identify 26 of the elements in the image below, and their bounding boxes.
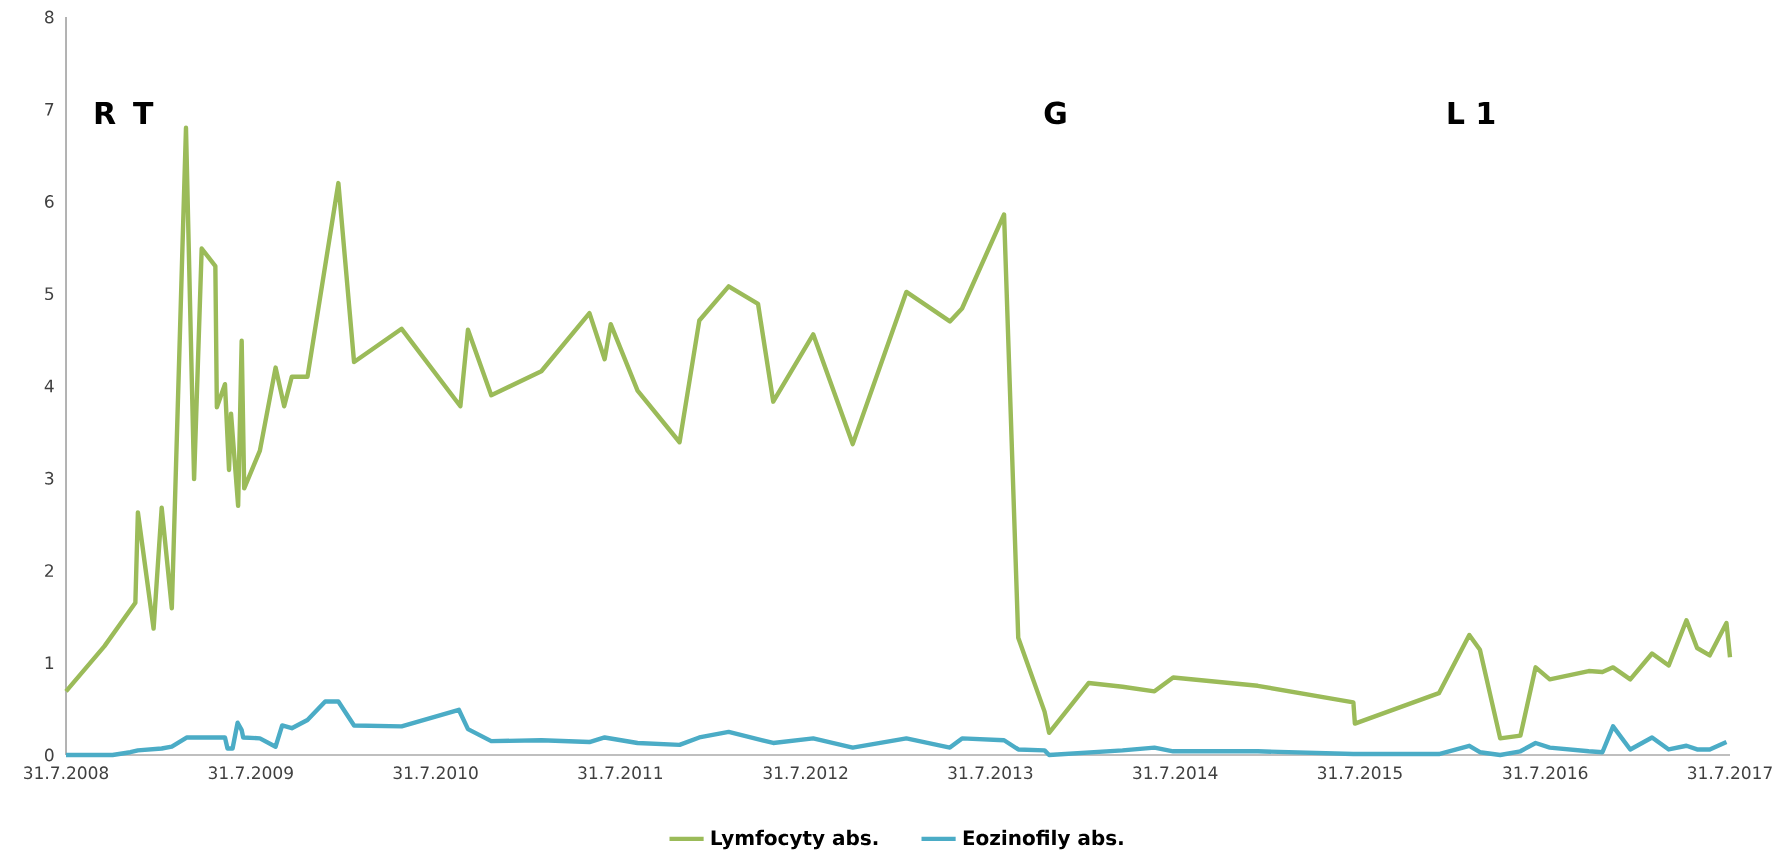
x-tick-label: 31.7.2015 <box>1317 766 1402 780</box>
y-tick-label: 7 <box>45 103 54 116</box>
y-tick-label: 4 <box>44 379 54 393</box>
y-tick-label: 3 <box>45 471 54 485</box>
legend-label: Eozinofily abs. <box>963 829 1123 850</box>
x-tick-label: 31.7.2009 <box>208 766 293 780</box>
x-tick-label: 31.7.2011 <box>578 766 663 780</box>
y-tick-label: 0 <box>44 748 54 762</box>
y-tick-label: 5 <box>45 287 54 301</box>
annotation: G <box>1044 101 1066 125</box>
y-tick-label: 6 <box>45 195 54 208</box>
annotation: T <box>133 102 154 124</box>
x-tick-label: 31.7.2010 <box>393 766 478 780</box>
x-tick-label: 31.7.2012 <box>763 766 848 780</box>
x-tick-label: 31.7.2016 <box>1503 766 1588 780</box>
x-tick-label: 31.7.2008 <box>24 766 109 780</box>
legend-label: Lymfocyty abs. <box>711 829 878 850</box>
x-tick-label: 31.7.2013 <box>948 766 1033 780</box>
y-tick-label: 8 <box>45 10 54 24</box>
x-tick-label: 31.7.2014 <box>1133 766 1218 780</box>
x-tick-label: 31.7.2017 <box>1688 766 1772 780</box>
line-series <box>63 125 1733 741</box>
annotation: R <box>95 102 116 124</box>
annotation: L 1 <box>1448 102 1495 124</box>
y-tick-label: 2 <box>45 564 53 577</box>
y-tick-label: 1 <box>45 656 54 669</box>
